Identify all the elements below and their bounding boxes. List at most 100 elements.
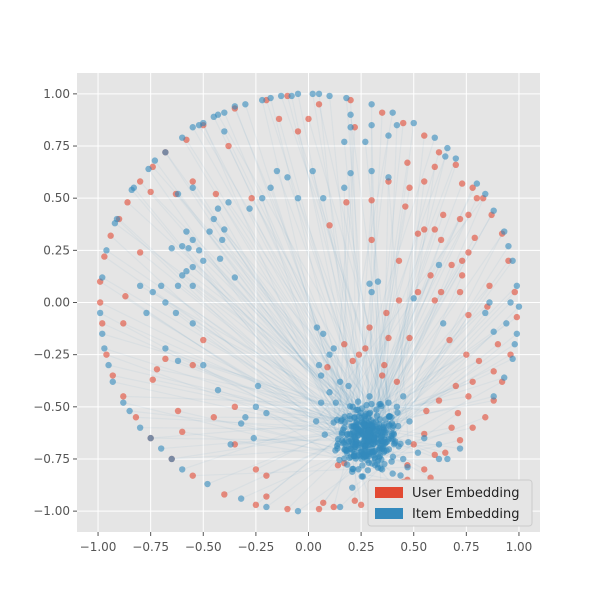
connection-line: [182, 407, 363, 470]
connection-line: [341, 327, 371, 420]
y-tick-label: 0.00: [43, 296, 70, 310]
item-embedding-point: [259, 194, 266, 202]
item-embedding-point: [490, 328, 497, 335]
legend: User Embedding Item Embedding: [367, 479, 533, 527]
item-embedding-point: [263, 409, 270, 417]
user-embedding-point: [404, 159, 411, 166]
item-embedding-point: [345, 382, 352, 390]
item-embedding-point: [503, 320, 510, 327]
item-embedding-point: [435, 261, 443, 269]
connection-line: [374, 229, 425, 452]
item-embedding-point: [388, 458, 395, 465]
user-embedding-point: [410, 441, 417, 448]
connection-line: [131, 189, 353, 451]
connection-line: [219, 258, 371, 442]
item-embedding-point: [105, 361, 112, 369]
user-embedding-point: [252, 501, 260, 509]
connection-line: [336, 112, 394, 420]
user-embedding-point: [378, 372, 386, 379]
user-embedding-point: [471, 234, 478, 242]
connection-line: [363, 252, 469, 426]
item-embedding-point: [237, 420, 245, 427]
item-embedding-point: [364, 467, 372, 474]
y-tick-label: −1.00: [33, 504, 70, 518]
item-embedding-point: [259, 96, 266, 104]
connection-line: [349, 127, 360, 448]
item-embedding-point: [404, 463, 411, 471]
x-tick-label: 0.50: [400, 540, 427, 554]
connection-line: [297, 131, 396, 444]
connection-line: [361, 302, 490, 423]
user-embedding-point: [368, 236, 375, 244]
item-embedding-point: [273, 167, 281, 175]
connection-line: [354, 214, 469, 438]
user-embedding-point: [482, 414, 489, 421]
connection-line: [161, 431, 369, 450]
item-embedding-point: [237, 495, 245, 502]
connection-line: [328, 225, 392, 437]
item-embedding-point: [358, 440, 365, 447]
item-embedding-point: [294, 507, 302, 515]
connection-line: [192, 239, 367, 430]
user-embedding-point: [475, 357, 483, 365]
connection-line: [371, 171, 385, 430]
connection-line: [125, 295, 344, 443]
item-embedding-point: [179, 466, 186, 473]
item-embedding-point: [294, 90, 302, 98]
connection-line: [164, 151, 376, 443]
connection-line: [257, 385, 360, 433]
connection-line: [188, 247, 362, 452]
user-embedding-point: [456, 437, 464, 444]
item-embedding-point: [179, 272, 186, 279]
item-embedding-point: [410, 119, 417, 127]
user-embedding-point: [357, 501, 365, 509]
connection-line: [343, 187, 348, 435]
user-embedding-point: [263, 493, 270, 500]
user-embedding-point: [421, 178, 428, 185]
user-embedding-point: [456, 288, 464, 296]
connection-line: [244, 104, 356, 447]
item-embedding-point: [350, 465, 357, 473]
connection-line: [383, 395, 494, 426]
user-embedding-point: [435, 397, 443, 404]
item-embedding-point: [157, 445, 165, 452]
item-embedding-point: [145, 165, 152, 173]
connection-line: [280, 95, 393, 418]
item-embedding-point: [174, 282, 182, 290]
item-embedding-point: [362, 138, 369, 146]
connection-line: [202, 124, 374, 452]
connection-line: [376, 285, 518, 430]
user-embedding-point: [469, 378, 476, 385]
item-embedding-point: [320, 194, 327, 202]
item-embedding-point: [366, 433, 373, 440]
item-embedding-point: [120, 399, 127, 406]
item-embedding-point: [400, 393, 407, 400]
user-embedding-point: [406, 334, 413, 342]
connection-line: [355, 135, 390, 427]
data-points: [96, 90, 523, 515]
user-embedding-point: [431, 297, 438, 304]
item-embedding-point: [394, 409, 401, 416]
item-embedding-point: [381, 447, 388, 455]
item-embedding-point: [341, 455, 348, 462]
item-embedding-point: [347, 111, 354, 118]
item-embedding-point: [435, 441, 443, 448]
user-embedding-point: [381, 361, 388, 369]
user-embedding-point: [189, 361, 196, 369]
connection-line: [359, 316, 518, 432]
item-embedding-point: [406, 418, 413, 425]
user-embedding-point: [421, 132, 428, 139]
connection-line: [234, 106, 366, 446]
connection-line: [104, 256, 366, 439]
user-embedding-point: [210, 414, 217, 421]
item-embedding-point: [368, 121, 375, 129]
connection-line: [251, 197, 372, 405]
legend-label-user: User Embedding: [412, 486, 520, 501]
item-embedding-point: [349, 484, 356, 491]
user-embedding-point: [458, 180, 466, 187]
item-embedding-point: [442, 153, 449, 160]
connection-line: [146, 312, 360, 444]
user-embedding-point: [326, 222, 333, 229]
item-embedding-point: [368, 400, 375, 408]
item-embedding-point: [309, 90, 316, 98]
